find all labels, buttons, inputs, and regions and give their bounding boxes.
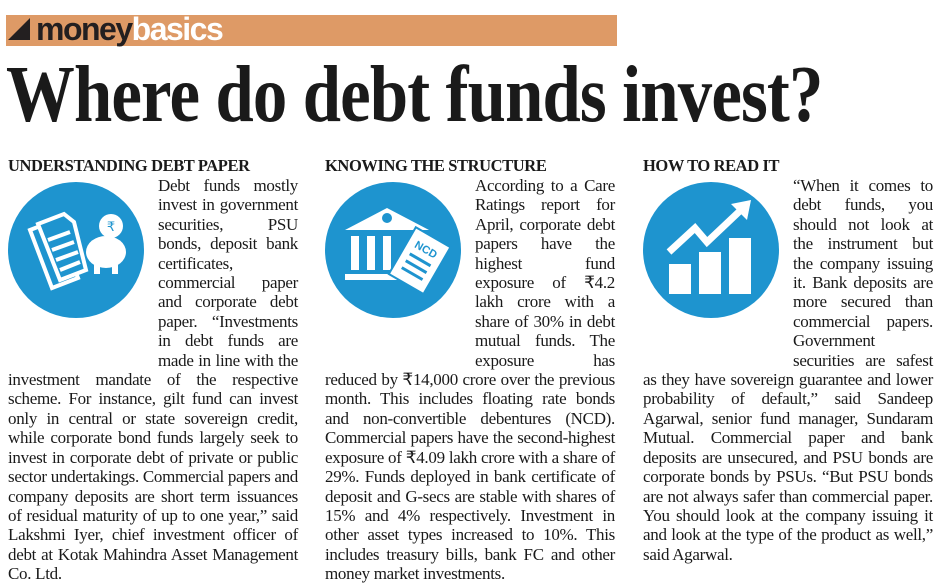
headline: Where do debt funds invest? — [6, 51, 823, 139]
section-logo: moneybasics — [36, 11, 224, 47]
section-understanding-debt-paper: UNDERSTANDING DEBT PAPER ₹ Debt funds mo… — [8, 156, 298, 584]
section-knowing-the-structure: KNOWING THE STRUCTURE NCD According to a… — [325, 156, 615, 584]
section-heading: HOW TO READ IT — [643, 156, 780, 175]
section-how-to-read-it: HOW TO READ IT “When it comes to debt fu… — [643, 156, 933, 564]
svg-text:₹: ₹ — [107, 220, 115, 235]
section-banner: moneybasics — [6, 11, 617, 47]
bank-building-ncd-icon: NCD — [325, 176, 475, 352]
section-heading: UNDERSTANDING DEBT PAPER — [8, 156, 250, 175]
banner-corner-mark — [8, 18, 30, 40]
section-body: “When it comes to debt funds, you should… — [643, 176, 933, 564]
section-body: Debt funds mostly invest in government s… — [8, 176, 298, 584]
documents-piggy-bank-rupee-icon: ₹ — [8, 176, 158, 352]
section-heading: KNOWING THE STRUCTURE — [325, 156, 547, 175]
bar-chart-growth-arrow-icon — [643, 176, 793, 352]
section-body: According to a Care Ratings report for A… — [325, 176, 615, 584]
